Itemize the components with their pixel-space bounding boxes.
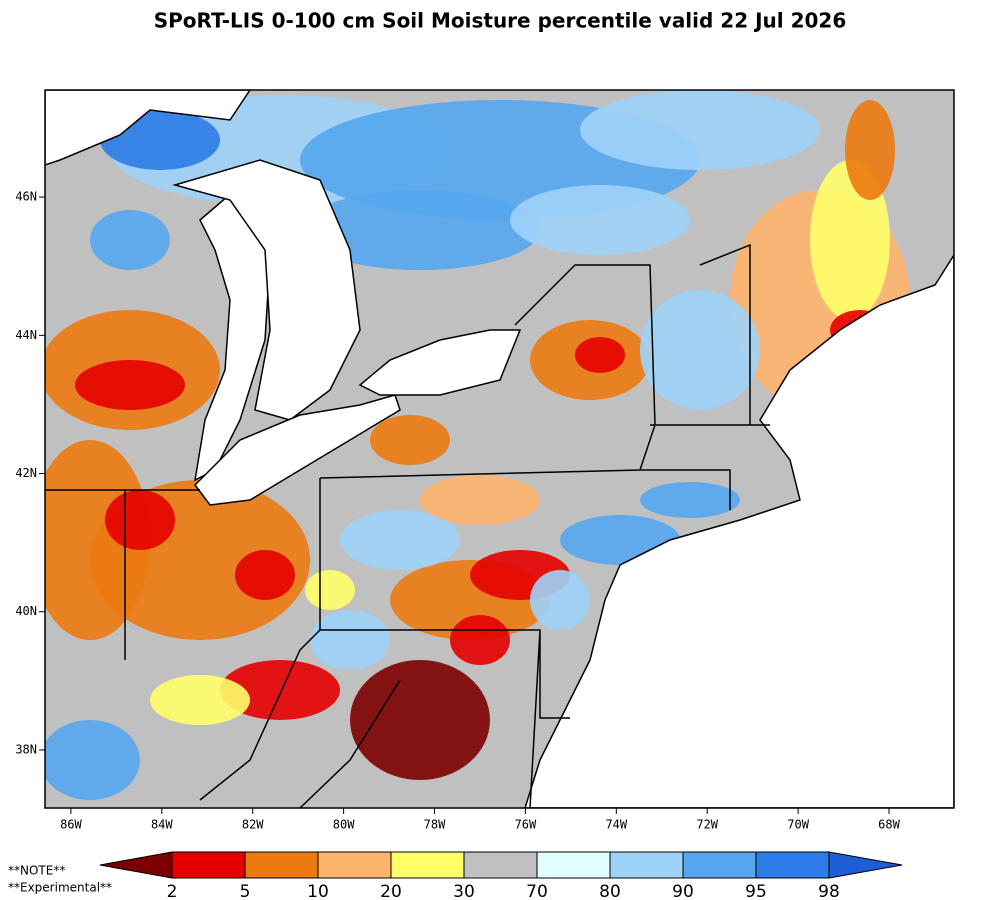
field-patch [640,482,740,518]
x-tick-label: 80W [333,818,355,832]
colorbar-label: 80 [599,882,621,900]
colorbar-box [317,851,392,879]
map [45,90,954,808]
colorbar-end [828,851,903,879]
colorbar-box [390,851,465,879]
colorbar-box [244,851,319,879]
field-patch [575,337,625,373]
colorbar-box [463,851,538,879]
field-patch [350,660,490,780]
colorbar-box [755,851,830,879]
field-patch [75,360,185,410]
x-tick-label: 72W [696,818,718,832]
y-tick-label: 46N [15,190,37,204]
field-patch [105,490,175,550]
field-patch [510,185,690,255]
colorbar-box [536,851,611,879]
field-patch [640,290,760,410]
field-patch [45,720,140,800]
field-patch [220,660,340,720]
field-patch [845,100,895,200]
colorbar-label: 20 [380,882,402,900]
y-tick-label: 38N [15,742,37,756]
colorbar-box [609,851,684,879]
colorbar-box [171,851,246,879]
x-tick-label: 78W [424,818,446,832]
note: **NOTE** [8,864,65,878]
field-patch [305,570,355,610]
field-patch [580,90,820,170]
colorbar-end [99,851,173,879]
field-patch [530,570,590,630]
colorbar-label: 30 [453,882,475,900]
field-patch [90,210,170,270]
water [45,90,954,808]
colorbar-label: 5 [240,882,251,900]
colorbar-label: 10 [307,882,329,900]
x-tick-label: 70W [787,818,809,832]
field-patch [340,510,460,570]
field-patch [150,675,250,725]
x-tick-label: 68W [878,818,900,832]
y-tick-label: 44N [15,328,37,342]
field-patch [310,610,390,670]
colorbar-label: 90 [672,882,694,900]
note: **Experimental** [8,881,112,895]
x-tick-label: 76W [515,818,537,832]
x-tick-label: 74W [605,818,627,832]
x-tick-label: 86W [60,818,82,832]
colorbar-box [682,851,757,879]
field-patch [450,615,510,665]
colorbar-label: 2 [167,882,178,900]
x-tick-label: 84W [151,818,173,832]
field-patch [420,475,540,525]
colorbar-label: 95 [745,882,767,900]
title: SPoRT-LIS 0-100 cm Soil Moisture percent… [154,9,847,33]
colorbar-label: 70 [526,882,548,900]
field-patch [300,190,540,270]
map-frame [44,89,955,809]
y-tick-label: 42N [15,466,37,480]
field-patch [235,550,295,600]
field-patch [370,415,450,465]
colorbar-label: 98 [818,882,840,900]
x-tick-label: 82W [242,818,264,832]
borders [45,243,770,808]
y-tick-label: 40N [15,604,37,618]
